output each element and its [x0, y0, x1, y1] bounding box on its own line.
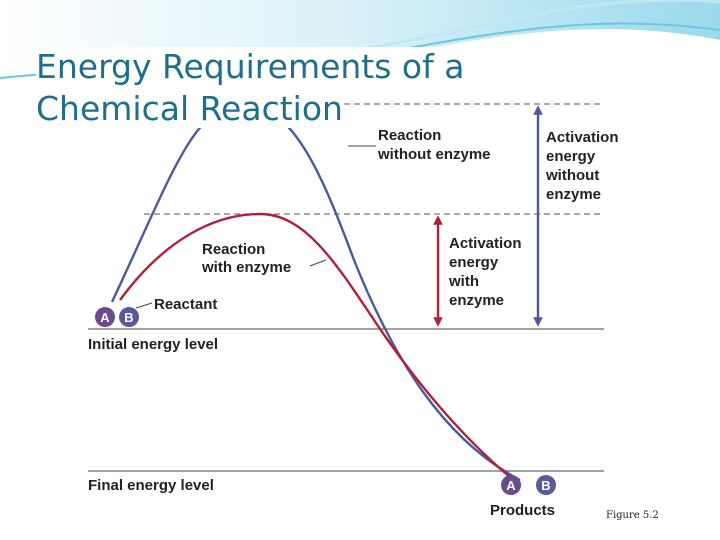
molecule-a-product-label: A	[506, 478, 516, 493]
figure-caption: Figure 5.2	[606, 510, 659, 521]
molecule-b-product	[536, 475, 556, 495]
energy-diagram: Reaction without enzyme Reaction with en…	[84, 100, 636, 520]
reactant-molecules: A B	[95, 307, 139, 327]
molecule-b-product-label: B	[541, 478, 550, 493]
curve-without-enzyme	[110, 102, 521, 482]
label-activation-with-2: energy	[449, 254, 499, 271]
label-activation-without-4: enzyme	[546, 186, 601, 203]
molecule-a-product	[501, 475, 521, 495]
label-reaction-with-enzyme-2: with enzyme	[201, 259, 291, 276]
label-activation-without-3: without	[545, 167, 599, 184]
slide-title: Energy Requirements of a Chemical Reacti…	[36, 46, 556, 130]
reactant-pointer	[135, 302, 153, 309]
molecule-b-reactant-label: B	[124, 310, 133, 325]
label-reactant: Reactant	[154, 296, 217, 313]
label-initial-energy-level: Initial energy level	[88, 336, 218, 353]
label-reaction-without-enzyme-2: without enzyme	[377, 146, 491, 163]
slide-title-line-2: Chemical Reaction	[36, 89, 343, 128]
label-activation-with-1: Activation	[449, 235, 522, 252]
label-activation-without-1: Activation	[546, 129, 619, 146]
label-final-energy-level: Final energy level	[88, 477, 214, 494]
label-reaction-with-enzyme-1: Reaction	[202, 241, 265, 258]
slide-title-line-1: Energy Requirements of a	[36, 47, 465, 86]
label-products: Products	[490, 502, 555, 519]
label-activation-without-2: energy	[546, 148, 596, 165]
molecule-a-reactant	[95, 307, 115, 327]
product-molecules: A B	[501, 475, 556, 495]
label-activation-with-4: enzyme	[449, 292, 504, 309]
molecule-a-reactant-label: A	[100, 310, 110, 325]
label-activation-with-3: with	[448, 273, 479, 290]
molecule-b-reactant	[119, 307, 139, 327]
with-enzyme-pointer	[309, 259, 327, 267]
curve-with-enzyme	[119, 212, 517, 483]
label-reaction-without-enzyme-1: Reaction	[378, 127, 441, 144]
